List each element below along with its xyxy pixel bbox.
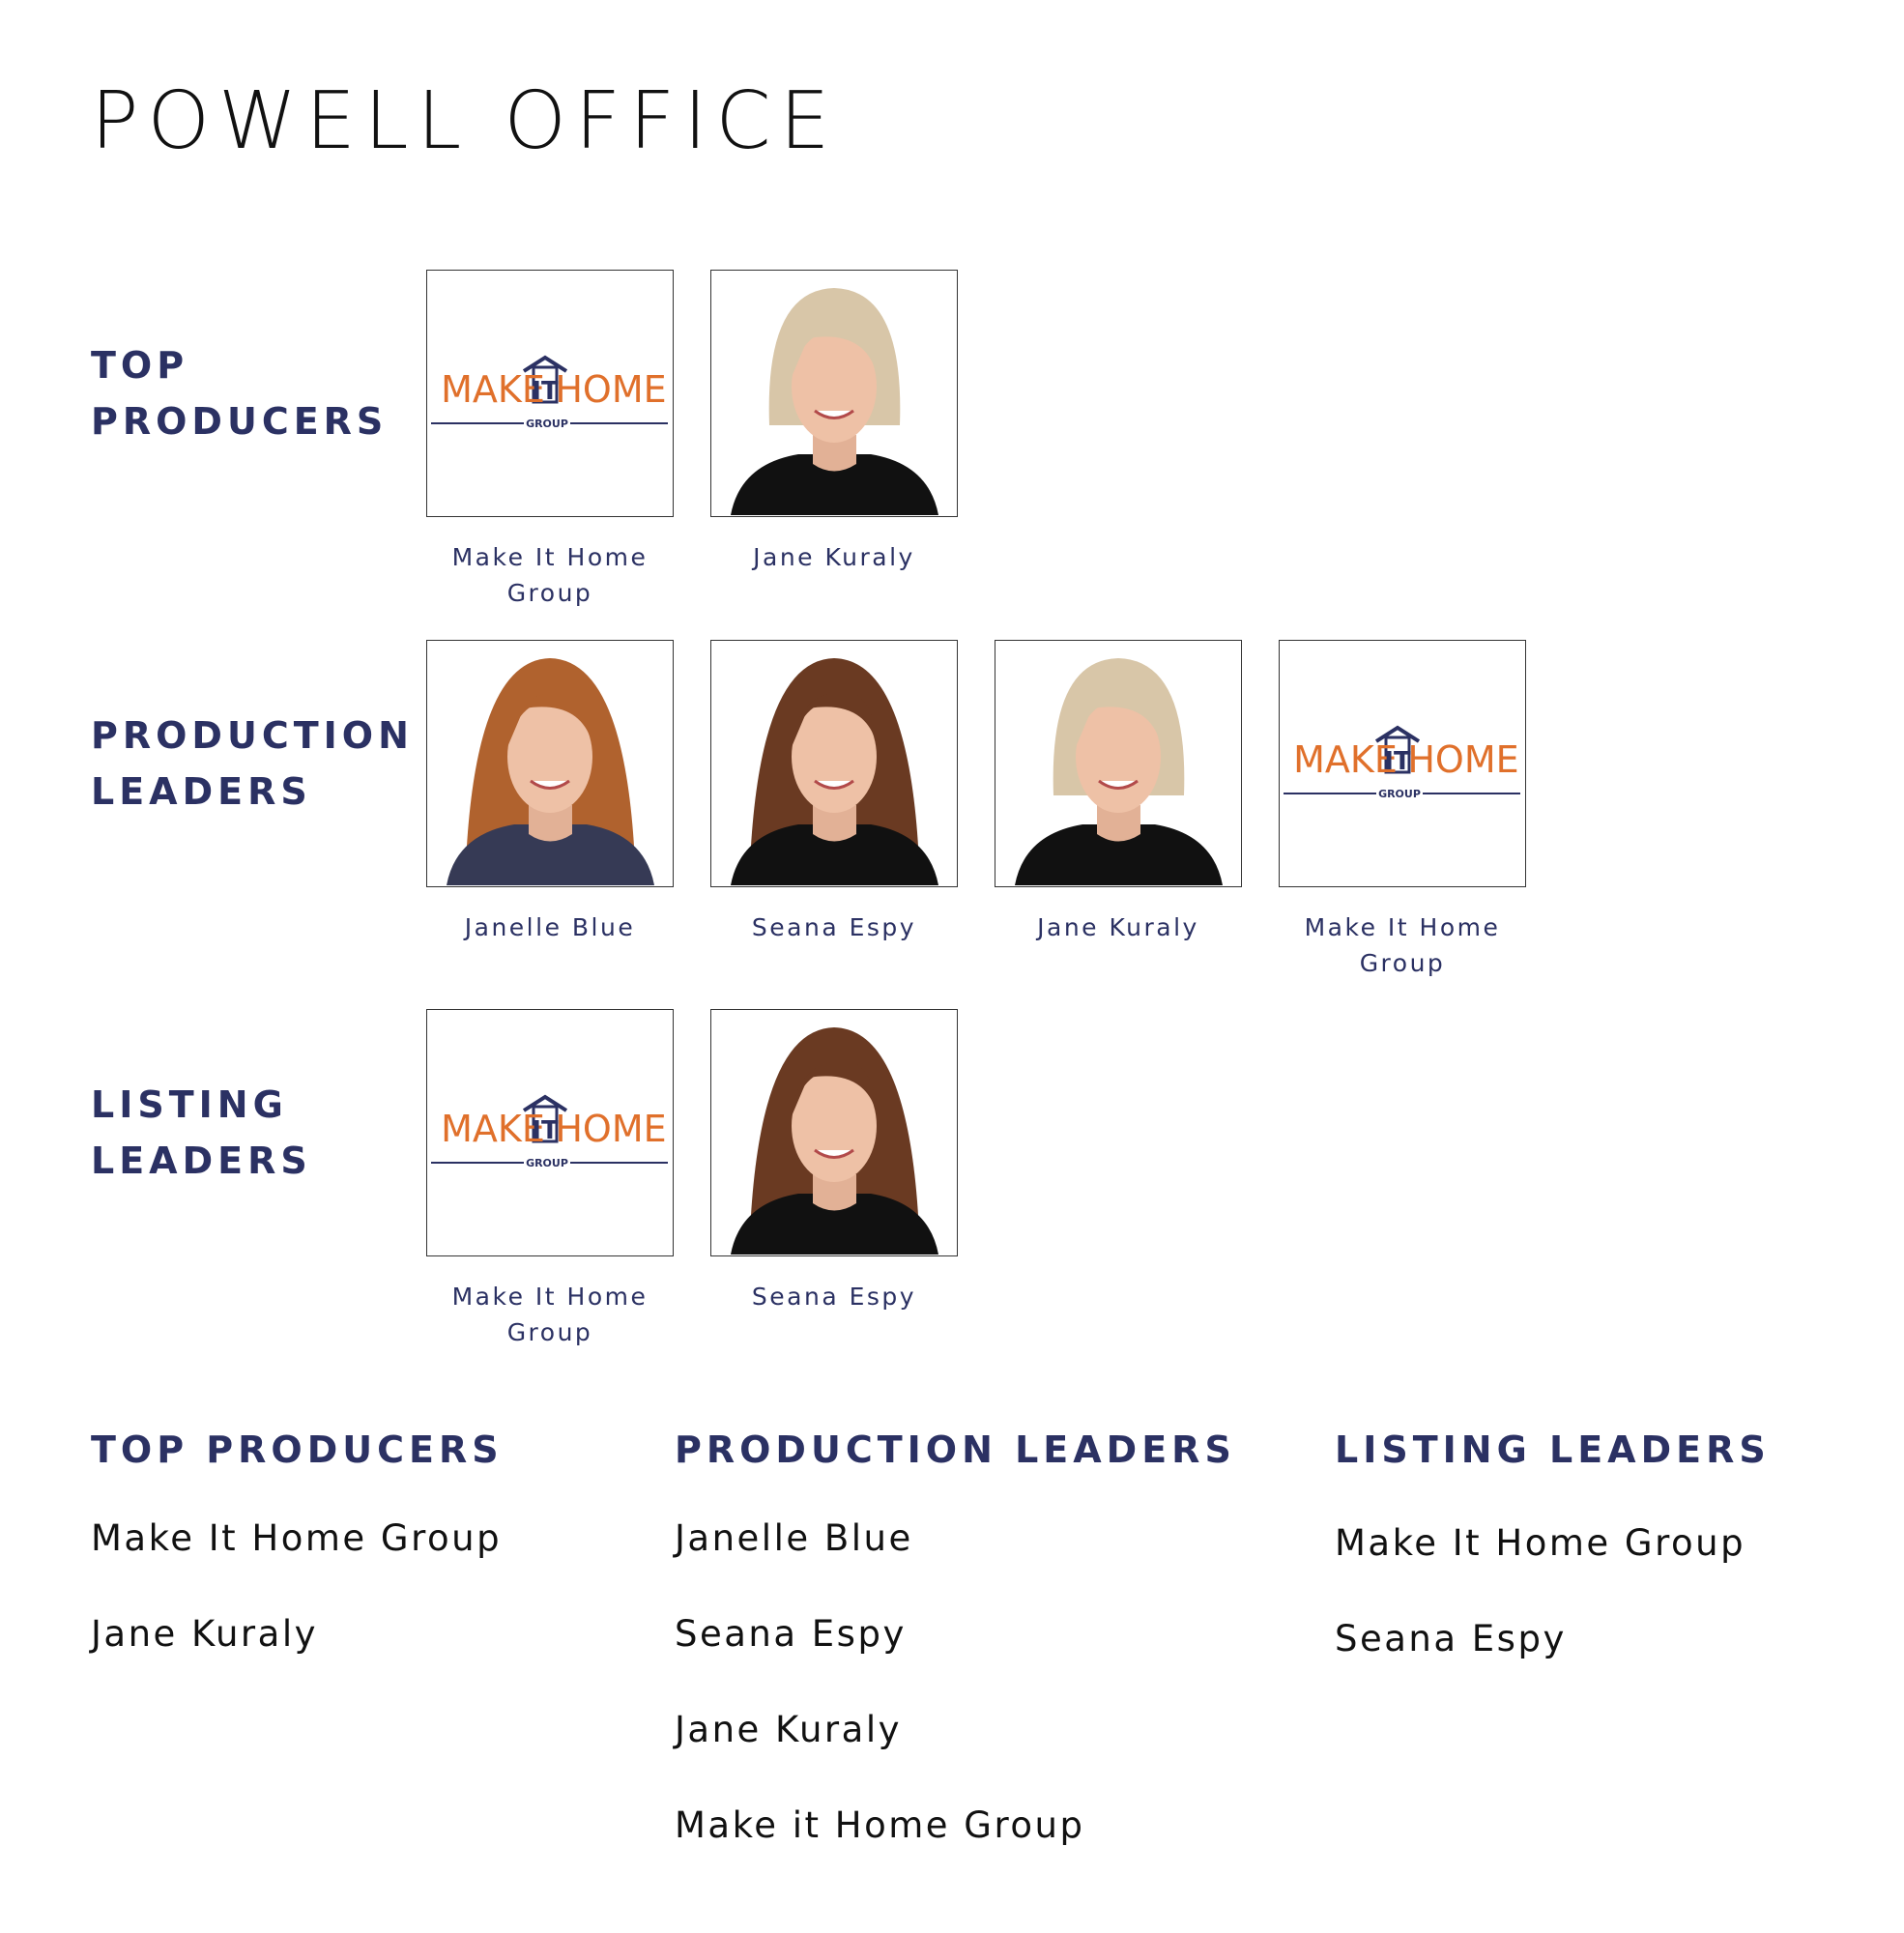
logo-word: IT <box>1384 747 1411 776</box>
list-item[interactable]: Seana Espy <box>675 1613 907 1655</box>
list-item[interactable]: Seana Espy <box>1335 1618 1567 1659</box>
list-heading: PRODUCTION LEADERS <box>675 1428 1236 1471</box>
portrait <box>711 1010 956 1255</box>
logo: MAKE IT HOME GROUP <box>1284 725 1520 800</box>
card-caption[interactable]: Jane Kuraly <box>1037 913 1199 941</box>
profile-card[interactable] <box>710 640 958 887</box>
section-heading-line: PRODUCTION <box>91 714 414 757</box>
list-item[interactable]: Jane Kuraly <box>675 1709 902 1750</box>
profile-card[interactable] <box>995 640 1242 887</box>
logo-word: HOME <box>1407 738 1518 781</box>
card-caption[interactable]: Seana Espy <box>751 913 917 941</box>
logo-tagline: GROUP <box>1378 788 1421 800</box>
card-caption[interactable]: Make It Home Group <box>451 1283 649 1346</box>
card-caption[interactable]: Make It Home Group <box>451 543 649 607</box>
section-heading-line: LEADERS <box>91 770 312 813</box>
section-heading-line: LISTING <box>91 1083 288 1126</box>
list-item[interactable]: Make it Home Group <box>675 1804 1085 1846</box>
profile-card[interactable]: MAKE IT HOME GROUP <box>426 1009 674 1256</box>
profile-card[interactable]: MAKE IT HOME GROUP <box>1279 640 1526 887</box>
logo-word: IT <box>532 1116 559 1145</box>
logo-tagline: GROUP <box>526 418 568 430</box>
profile-card[interactable] <box>426 640 674 887</box>
card-caption[interactable]: Seana Espy <box>751 1283 917 1311</box>
list-heading: TOP PRODUCERS <box>91 1428 504 1471</box>
section-heading: PRODUCTION LEADERS <box>91 707 414 820</box>
list-item[interactable]: Janelle Blue <box>675 1517 913 1559</box>
portrait <box>711 271 956 515</box>
logo-word: MAKE <box>1293 738 1398 781</box>
profile-card[interactable] <box>710 1009 958 1256</box>
card-caption[interactable]: Janelle Blue <box>464 913 636 941</box>
logo: MAKE IT HOME GROUP <box>431 355 668 430</box>
list-item[interactable]: Make It Home Group <box>1335 1522 1746 1564</box>
section-heading-line: LEADERS <box>91 1140 312 1182</box>
portrait <box>995 641 1240 885</box>
section-heading-line: PRODUCERS <box>91 400 389 443</box>
logo-word: HOME <box>555 368 666 411</box>
logo-word: MAKE <box>441 368 545 411</box>
logo-tagline: GROUP <box>526 1157 568 1169</box>
logo-word: MAKE <box>441 1108 545 1150</box>
card-caption[interactable]: Jane Kuraly <box>753 543 915 571</box>
list-heading: LISTING LEADERS <box>1335 1428 1771 1471</box>
logo: MAKE IT HOME GROUP <box>431 1094 668 1169</box>
logo-word: IT <box>532 377 559 406</box>
section-heading: TOP PRODUCERS <box>91 337 388 449</box>
list-item[interactable]: Make It Home Group <box>91 1517 503 1559</box>
profile-card[interactable]: MAKE IT HOME GROUP <box>426 270 674 517</box>
section-heading: LISTING LEADERS <box>91 1077 312 1189</box>
portrait <box>427 641 672 885</box>
card-caption[interactable]: Make It Home Group <box>1304 913 1501 977</box>
list-item[interactable]: Jane Kuraly <box>91 1613 318 1655</box>
portrait <box>711 641 956 885</box>
logo-word: HOME <box>555 1108 666 1150</box>
section-heading-line: TOP <box>91 344 189 387</box>
profile-card[interactable] <box>710 270 958 517</box>
page-title: POWELL OFFICE <box>91 75 839 167</box>
